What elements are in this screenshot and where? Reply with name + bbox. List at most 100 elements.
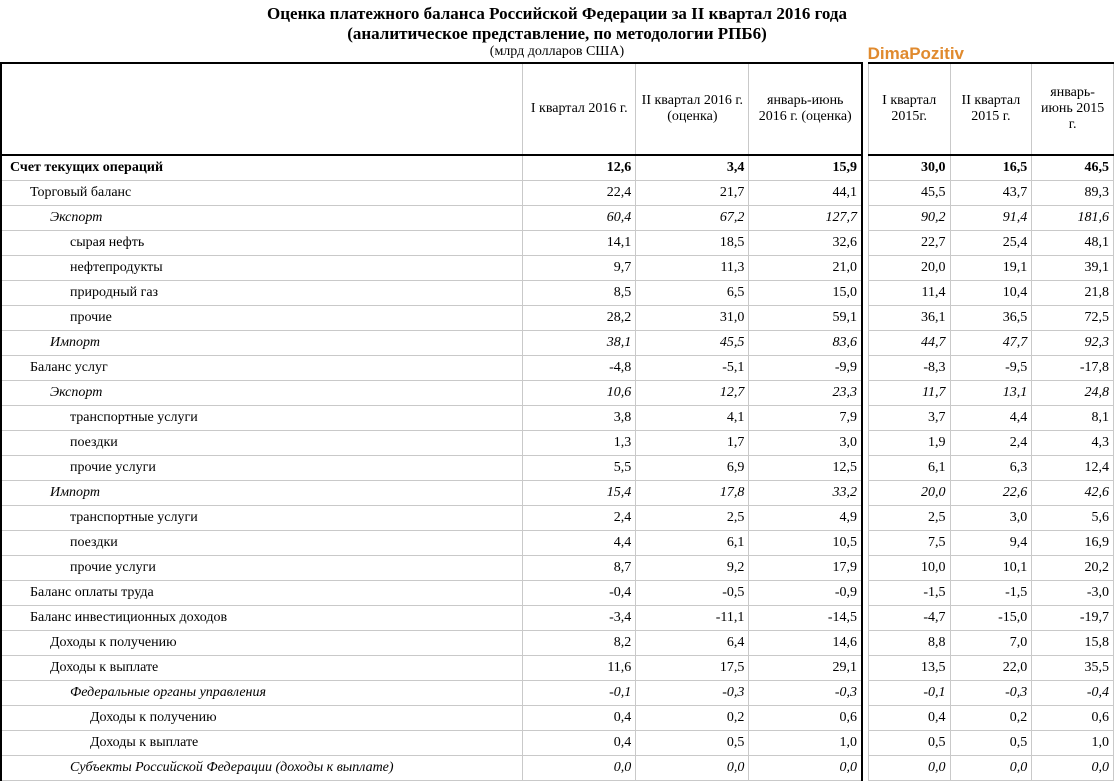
cell-value: 0,4	[523, 706, 636, 731]
row-label: транспортные услуги	[1, 506, 523, 531]
cell-value: 21,8	[1032, 281, 1114, 306]
cell-value: 11,3	[636, 256, 749, 281]
cell-value: 10,1	[950, 556, 1032, 581]
cell-value: 67,2	[636, 206, 749, 231]
row-label: Доходы к выплате	[1, 731, 523, 756]
cell-value: 4,3	[1032, 431, 1114, 456]
cell-value: 22,7	[868, 231, 950, 256]
cell-value: 15,9	[749, 155, 862, 181]
cell-value: -19,7	[1032, 606, 1114, 631]
cell-value: -11,1	[636, 606, 749, 631]
cell-value: 4,4	[523, 531, 636, 556]
col-header-q2-2015: II квартал 2015 г.	[950, 63, 1032, 155]
cell-value: 5,5	[523, 456, 636, 481]
cell-value: 7,0	[950, 631, 1032, 656]
cell-value: 7,5	[868, 531, 950, 556]
row-label: Доходы к выплате	[1, 656, 523, 681]
cell-value: 13,5	[868, 656, 950, 681]
cell-value: 25,4	[950, 231, 1032, 256]
row-label: природный газ	[1, 281, 523, 306]
cell-value: 10,4	[950, 281, 1032, 306]
table-row: транспортные услуги3,84,17,93,74,48,1	[1, 406, 1114, 431]
cell-value: 12,5	[749, 456, 862, 481]
row-label: Торговый баланс	[1, 181, 523, 206]
cell-value: 10,0	[868, 556, 950, 581]
cell-value: 4,9	[749, 506, 862, 531]
cell-value: 2,4	[523, 506, 636, 531]
table-body: Счет текущих операций12,63,415,930,016,5…	[1, 155, 1114, 781]
cell-value: 46,5	[1032, 155, 1114, 181]
cell-value: 0,0	[523, 756, 636, 781]
cell-value: 92,3	[1032, 331, 1114, 356]
cell-value: -14,5	[749, 606, 862, 631]
cell-value: -5,1	[636, 356, 749, 381]
row-label: Импорт	[1, 481, 523, 506]
table-row: Экспорт10,612,723,311,713,124,8	[1, 381, 1114, 406]
cell-value: 22,4	[523, 181, 636, 206]
cell-value: 0,2	[950, 706, 1032, 731]
cell-value: 11,6	[523, 656, 636, 681]
table-row: поездки1,31,73,01,92,44,3	[1, 431, 1114, 456]
cell-value: 21,0	[749, 256, 862, 281]
cell-value: 3,7	[868, 406, 950, 431]
cell-value: -17,8	[1032, 356, 1114, 381]
table-row: Доходы к получению8,26,414,68,87,015,8	[1, 631, 1114, 656]
cell-value: 6,5	[636, 281, 749, 306]
table-row: Баланс услуг-4,8-5,1-9,9-8,3-9,5-17,8	[1, 356, 1114, 381]
cell-value: -4,8	[523, 356, 636, 381]
cell-value: 91,4	[950, 206, 1032, 231]
cell-value: 9,2	[636, 556, 749, 581]
cell-value: 36,5	[950, 306, 1032, 331]
cell-value: -0,3	[636, 681, 749, 706]
cell-value: 12,6	[523, 155, 636, 181]
cell-value: 14,6	[749, 631, 862, 656]
cell-value: 3,0	[950, 506, 1032, 531]
col-header-q1-2015: I квартал 2015г.	[868, 63, 950, 155]
cell-value: -0,3	[950, 681, 1032, 706]
cell-value: 2,5	[868, 506, 950, 531]
cell-value: 8,2	[523, 631, 636, 656]
cell-value: 7,9	[749, 406, 862, 431]
table-row: транспортные услуги2,42,54,92,53,05,6	[1, 506, 1114, 531]
cell-value: 0,0	[950, 756, 1032, 781]
cell-value: 3,0	[749, 431, 862, 456]
cell-value: 19,1	[950, 256, 1032, 281]
cell-value: 38,1	[523, 331, 636, 356]
cell-value: 31,0	[636, 306, 749, 331]
cell-value: 83,6	[749, 331, 862, 356]
table-row: Баланс инвестиционных доходов-3,4-11,1-1…	[1, 606, 1114, 631]
cell-value: 17,8	[636, 481, 749, 506]
cell-value: 0,4	[868, 706, 950, 731]
cell-value: 35,5	[1032, 656, 1114, 681]
table-header-row: I квартал 2016 г. II квартал 2016 г. (оц…	[1, 63, 1114, 155]
cell-value: -9,9	[749, 356, 862, 381]
cell-value: 90,2	[868, 206, 950, 231]
cell-value: 16,9	[1032, 531, 1114, 556]
row-label: Импорт	[1, 331, 523, 356]
cell-value: 12,7	[636, 381, 749, 406]
table-row: Экспорт60,467,2127,790,291,4181,6	[1, 206, 1114, 231]
cell-value: 1,9	[868, 431, 950, 456]
cell-value: 42,6	[1032, 481, 1114, 506]
cell-value: 15,8	[1032, 631, 1114, 656]
cell-value: 23,3	[749, 381, 862, 406]
cell-value: 13,1	[950, 381, 1032, 406]
cell-value: 181,6	[1032, 206, 1114, 231]
cell-value: 72,5	[1032, 306, 1114, 331]
row-label: Федеральные органы управления	[1, 681, 523, 706]
cell-value: 127,7	[749, 206, 862, 231]
row-label: поездки	[1, 531, 523, 556]
cell-value: 8,5	[523, 281, 636, 306]
col-header-q1-2016: I квартал 2016 г.	[523, 63, 636, 155]
cell-value: 22,0	[950, 656, 1032, 681]
cell-value: -4,7	[868, 606, 950, 631]
row-label: Экспорт	[1, 381, 523, 406]
cell-value: 1,0	[1032, 731, 1114, 756]
cell-value: 2,5	[636, 506, 749, 531]
cell-value: 0,5	[950, 731, 1032, 756]
cell-value: 15,4	[523, 481, 636, 506]
cell-value: 1,0	[749, 731, 862, 756]
col-header-jan-jun-2015: январь-июнь 2015 г.	[1032, 63, 1114, 155]
cell-value: -0,3	[749, 681, 862, 706]
cell-value: 45,5	[636, 331, 749, 356]
